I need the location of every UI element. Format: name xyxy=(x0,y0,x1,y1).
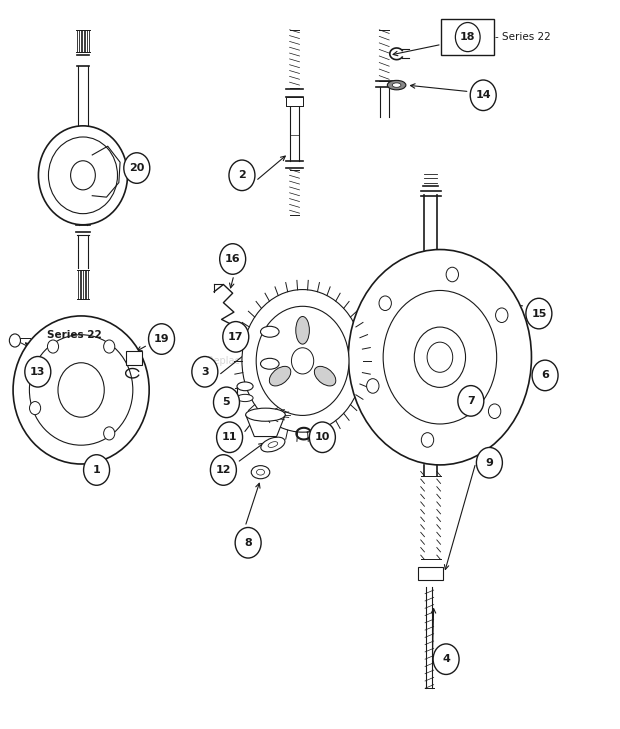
Text: 6: 6 xyxy=(541,370,549,381)
Circle shape xyxy=(25,356,51,387)
Circle shape xyxy=(58,363,104,417)
Ellipse shape xyxy=(13,316,149,464)
Text: 15: 15 xyxy=(531,308,547,319)
Text: 7: 7 xyxy=(467,396,475,406)
Circle shape xyxy=(104,427,115,440)
Text: 20: 20 xyxy=(129,163,144,173)
Circle shape xyxy=(476,448,502,478)
Circle shape xyxy=(242,289,363,432)
Circle shape xyxy=(291,348,314,374)
Circle shape xyxy=(532,360,558,391)
FancyBboxPatch shape xyxy=(286,97,303,106)
Circle shape xyxy=(383,290,497,424)
Circle shape xyxy=(427,342,453,373)
Text: 14: 14 xyxy=(476,90,491,101)
Circle shape xyxy=(414,327,466,387)
Circle shape xyxy=(219,243,246,274)
Polygon shape xyxy=(246,415,285,437)
Circle shape xyxy=(489,404,501,418)
Circle shape xyxy=(192,356,218,387)
Text: 1: 1 xyxy=(93,465,100,475)
Circle shape xyxy=(458,386,484,416)
Text: 8: 8 xyxy=(244,538,252,547)
Circle shape xyxy=(348,249,531,465)
Circle shape xyxy=(223,321,249,352)
Circle shape xyxy=(235,528,261,558)
Circle shape xyxy=(71,161,95,190)
Text: 10: 10 xyxy=(315,432,330,443)
Text: 18: 18 xyxy=(460,32,476,42)
Text: Series 22: Series 22 xyxy=(47,330,102,340)
Circle shape xyxy=(213,387,239,418)
Ellipse shape xyxy=(237,394,253,402)
Circle shape xyxy=(366,378,379,393)
Circle shape xyxy=(495,308,508,322)
Text: - Series 22: - Series 22 xyxy=(495,32,551,42)
Ellipse shape xyxy=(29,335,133,445)
Ellipse shape xyxy=(38,126,128,225)
FancyBboxPatch shape xyxy=(418,566,443,580)
Circle shape xyxy=(104,340,115,353)
Text: 5: 5 xyxy=(223,397,230,408)
Ellipse shape xyxy=(261,437,285,452)
Circle shape xyxy=(84,455,110,486)
Circle shape xyxy=(9,334,20,347)
Ellipse shape xyxy=(48,137,117,214)
Circle shape xyxy=(30,402,41,415)
Circle shape xyxy=(526,298,552,329)
Text: 12: 12 xyxy=(216,465,231,475)
Circle shape xyxy=(149,324,174,354)
Ellipse shape xyxy=(257,469,265,475)
Text: 4: 4 xyxy=(442,654,450,664)
Ellipse shape xyxy=(268,442,278,448)
Circle shape xyxy=(422,433,434,447)
Ellipse shape xyxy=(269,367,291,386)
Text: eReplacementParts.com: eReplacementParts.com xyxy=(201,356,320,366)
Circle shape xyxy=(210,455,236,486)
Ellipse shape xyxy=(260,327,279,338)
Text: 9: 9 xyxy=(485,458,494,468)
Ellipse shape xyxy=(251,466,270,479)
Ellipse shape xyxy=(246,408,285,421)
Circle shape xyxy=(229,160,255,190)
Text: 16: 16 xyxy=(225,254,241,264)
Text: 2: 2 xyxy=(238,171,246,180)
Circle shape xyxy=(256,306,349,416)
Circle shape xyxy=(470,80,496,111)
Circle shape xyxy=(433,644,459,674)
Ellipse shape xyxy=(260,359,279,369)
Circle shape xyxy=(455,23,480,52)
Ellipse shape xyxy=(388,80,406,90)
Text: 3: 3 xyxy=(201,367,209,377)
FancyBboxPatch shape xyxy=(441,19,494,55)
Text: 19: 19 xyxy=(154,334,169,344)
FancyBboxPatch shape xyxy=(126,351,142,365)
Circle shape xyxy=(379,296,391,311)
Text: 11: 11 xyxy=(222,432,237,443)
Text: 17: 17 xyxy=(228,332,244,342)
Ellipse shape xyxy=(314,367,336,386)
Circle shape xyxy=(309,422,335,453)
Ellipse shape xyxy=(237,382,253,391)
Circle shape xyxy=(216,422,242,453)
Circle shape xyxy=(124,153,150,183)
Text: 13: 13 xyxy=(30,367,45,377)
Ellipse shape xyxy=(296,316,309,344)
Circle shape xyxy=(446,268,459,282)
Ellipse shape xyxy=(392,83,401,87)
Circle shape xyxy=(48,340,58,353)
